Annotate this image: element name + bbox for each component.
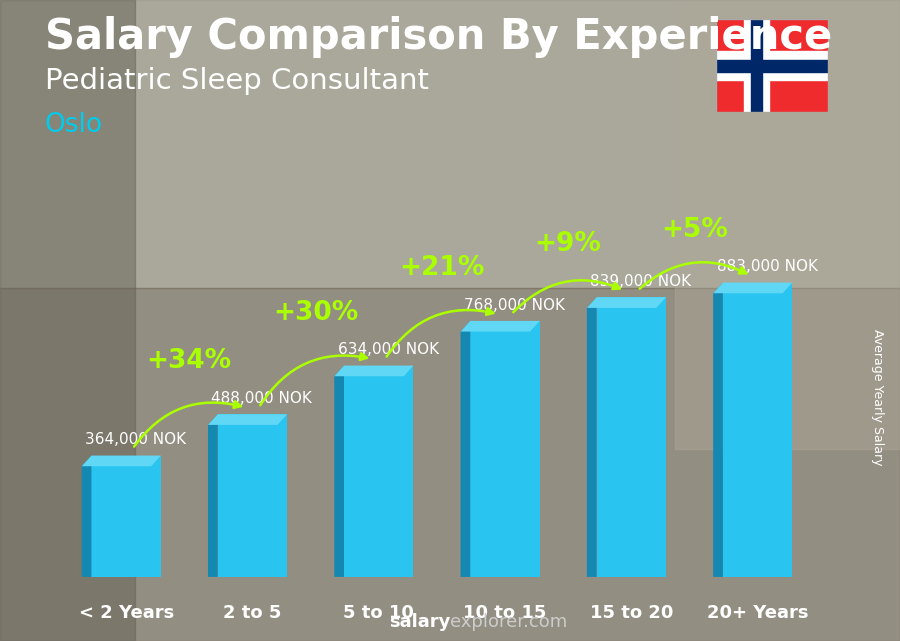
Bar: [675, 0, 900, 449]
Text: Average Yearly Salary: Average Yearly Salary: [871, 329, 884, 465]
Text: 768,000 NOK: 768,000 NOK: [464, 297, 565, 313]
Bar: [0, 0, 900, 288]
Text: salary: salary: [389, 613, 450, 631]
Text: < 2 Years: < 2 Years: [78, 604, 174, 622]
Bar: [471, 321, 540, 577]
Polygon shape: [334, 365, 413, 376]
Text: 20+ Years: 20+ Years: [706, 604, 808, 622]
Polygon shape: [587, 297, 597, 577]
Text: 5 to 10: 5 to 10: [343, 604, 414, 622]
Text: 883,000 NOK: 883,000 NOK: [716, 259, 817, 274]
Text: explorer.com: explorer.com: [450, 613, 567, 631]
Bar: [0, 0, 135, 641]
Text: +30%: +30%: [273, 299, 358, 326]
Bar: [344, 365, 413, 577]
Text: 2 to 5: 2 to 5: [223, 604, 282, 622]
Text: +9%: +9%: [535, 231, 601, 257]
Text: Salary Comparison By Experience: Salary Comparison By Experience: [45, 16, 832, 58]
Polygon shape: [587, 297, 666, 308]
Text: 15 to 20: 15 to 20: [590, 604, 673, 622]
Text: +5%: +5%: [661, 217, 728, 242]
Polygon shape: [713, 283, 723, 577]
Text: 488,000 NOK: 488,000 NOK: [212, 391, 312, 406]
Text: 364,000 NOK: 364,000 NOK: [86, 432, 186, 447]
Text: Pediatric Sleep Consultant: Pediatric Sleep Consultant: [45, 67, 429, 96]
Polygon shape: [461, 321, 540, 331]
Polygon shape: [713, 283, 792, 293]
Bar: [723, 283, 792, 577]
Text: 634,000 NOK: 634,000 NOK: [338, 342, 439, 357]
Bar: [716, 60, 828, 72]
Text: +21%: +21%: [400, 255, 484, 281]
Bar: [716, 51, 828, 80]
Polygon shape: [82, 456, 161, 466]
Bar: [597, 297, 666, 577]
Bar: [92, 456, 161, 577]
Bar: [218, 414, 287, 577]
Polygon shape: [334, 365, 344, 577]
Bar: [0, 288, 900, 641]
Polygon shape: [82, 456, 92, 577]
Text: 10 to 15: 10 to 15: [464, 604, 546, 622]
Polygon shape: [208, 414, 287, 425]
Bar: [752, 19, 761, 112]
Text: +34%: +34%: [147, 348, 232, 374]
Polygon shape: [461, 321, 471, 577]
Bar: [743, 19, 770, 112]
Text: Oslo: Oslo: [45, 112, 104, 138]
Text: 839,000 NOK: 839,000 NOK: [590, 274, 691, 289]
Polygon shape: [208, 414, 218, 577]
